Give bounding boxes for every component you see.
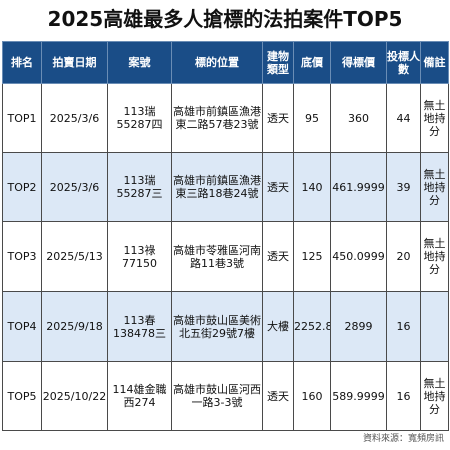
source-caption: 資料來源：寬頻房訊: [362, 434, 444, 444]
header-type: 建物類型: [262, 41, 294, 84]
page-title: 2025高雄最多人搶標的法拍案件TOP5: [47, 7, 403, 31]
rank-cell: TOP4: [2, 291, 42, 362]
location-cell: 高雄市前鎮區漁港東二路57巷23號: [171, 83, 263, 153]
table-row: TOP2 2025/3/6 113瑞55287三 高雄市前鎮區漁港東三路18巷2…: [2, 152, 449, 222]
bidders-cell: 44: [386, 83, 421, 153]
case-cell: 113瑞55287四: [107, 83, 172, 153]
bidders-cell: 20: [386, 221, 421, 292]
header-note: 備註: [420, 41, 449, 84]
table-row: TOP3 2025/5/13 113祿77150 高雄市苓雅區河南路11巷3號 …: [2, 221, 449, 292]
rank-cell: TOP2: [2, 152, 42, 222]
header-bidders: 投標人數: [386, 41, 421, 84]
header-case: 案號: [107, 41, 172, 84]
location-cell: 高雄市鼓山區河西一路3-3號: [171, 361, 263, 431]
type-cell: 透天: [262, 83, 294, 153]
bidders-cell: 16: [386, 291, 421, 362]
winning-price-cell: 589.9999: [330, 361, 387, 431]
winning-price-cell: 450.0999: [330, 221, 387, 292]
note-cell: 無土地持分: [420, 152, 449, 222]
auction-table: 排名 拍賣日期 案號 標的位置 建物類型 底價 得標價 投標人數 備註 TOP1…: [2, 41, 449, 431]
date-cell: 2025/9/18: [41, 291, 108, 362]
base-price-cell: 2252.8: [293, 291, 331, 362]
type-cell: 大樓: [262, 291, 294, 362]
note-cell: 無土地持分: [420, 361, 449, 431]
location-cell: 高雄市鼓山區美術北五街29號7樓: [171, 291, 263, 362]
base-price-cell: 140: [293, 152, 331, 222]
header-date: 拍賣日期: [41, 41, 108, 84]
type-cell: 透天: [262, 221, 294, 292]
table-row: TOP4 2025/9/18 113春138478三 高雄市鼓山區美術北五街29…: [2, 291, 449, 362]
winning-price-cell: 461.9999: [330, 152, 387, 222]
header-base-price: 底價: [293, 41, 331, 84]
rank-cell: TOP1: [2, 83, 42, 153]
date-cell: 2025/5/13: [41, 221, 108, 292]
table-row: TOP1 2025/3/6 113瑞55287四 高雄市前鎮區漁港東二路57巷2…: [2, 83, 449, 153]
type-cell: 透天: [262, 361, 294, 431]
note-cell: 無土地持分: [420, 221, 449, 292]
header-row: 排名 拍賣日期 案號 標的位置 建物類型 底價 得標價 投標人數 備註: [2, 41, 449, 84]
type-cell: 透天: [262, 152, 294, 222]
case-cell: 113春138478三: [107, 291, 172, 362]
note-cell: 無土地持分: [420, 83, 449, 153]
case-cell: 114雄金職西274: [107, 361, 172, 431]
winning-price-cell: 360: [330, 83, 387, 153]
date-cell: 2025/10/22: [41, 361, 108, 431]
location-cell: 高雄市苓雅區河南路11巷3號: [171, 221, 263, 292]
note-cell: [420, 291, 449, 362]
case-cell: 113祿77150: [107, 221, 172, 292]
header-rank: 排名: [2, 41, 42, 84]
base-price-cell: 125: [293, 221, 331, 292]
date-cell: 2025/3/6: [41, 152, 108, 222]
header-location: 標的位置: [171, 41, 263, 84]
base-price-cell: 160: [293, 361, 331, 431]
table-row: TOP5 2025/10/22 114雄金職西274 高雄市鼓山區河西一路3-3…: [2, 361, 449, 431]
case-cell: 113瑞55287三: [107, 152, 172, 222]
bidders-cell: 39: [386, 152, 421, 222]
rank-cell: TOP3: [2, 221, 42, 292]
winning-price-cell: 2899: [330, 291, 387, 362]
header-winning-price: 得標價: [330, 41, 387, 84]
rank-cell: TOP5: [2, 361, 42, 431]
location-cell: 高雄市前鎮區漁港東三路18巷24號: [171, 152, 263, 222]
date-cell: 2025/3/6: [41, 83, 108, 153]
bidders-cell: 16: [386, 361, 421, 431]
base-price-cell: 95: [293, 83, 331, 153]
